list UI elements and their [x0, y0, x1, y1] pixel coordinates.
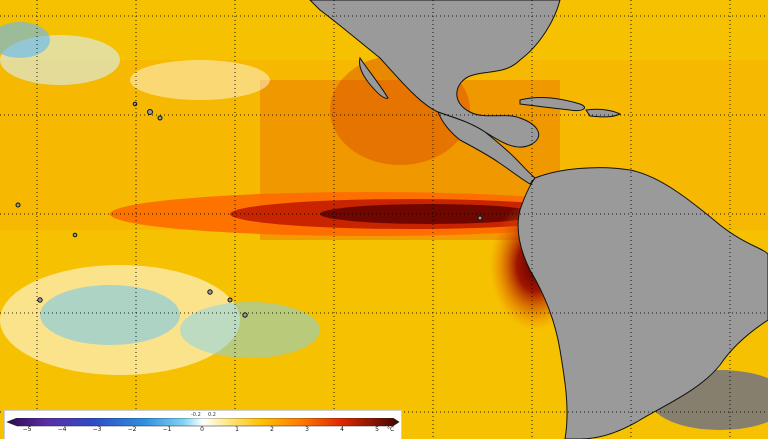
colorbar-small-label: -0.2 [191, 412, 201, 418]
colorbar-tick: 2 [270, 426, 274, 433]
colorbar-tick: −2 [127, 426, 137, 433]
colorbar-gradient [6, 418, 400, 427]
colorbar-unit: °C [387, 426, 395, 433]
south-america-landmass [517, 167, 768, 439]
colorbar-legend: -0.2 0.2 [4, 410, 402, 439]
colorbar-tick: −5 [22, 426, 32, 433]
hispaniola-landmass [585, 108, 622, 118]
colorbar-tick: −4 [57, 426, 67, 433]
cool-patch-blue-2 [180, 302, 320, 358]
colorbar-tick: 1 [235, 426, 239, 433]
colorbar-tick: 3 [305, 426, 309, 433]
cuba-landmass [519, 96, 585, 111]
cool-patch-north [130, 60, 270, 100]
baja-california-landmass [359, 56, 389, 99]
colorbar-tick: 5 [375, 426, 379, 433]
colorbar-tick: −1 [162, 426, 172, 433]
colorbar-small-label: 0.2 [208, 412, 216, 418]
equatorial-anomaly-core [320, 204, 540, 224]
cool-patch-blue-1 [40, 285, 180, 345]
colorbar-tick: 4 [340, 426, 344, 433]
colorbar-tick: −3 [92, 426, 102, 433]
colorbar-tick: 0 [200, 426, 204, 433]
north-america-landmass [309, 0, 561, 148]
